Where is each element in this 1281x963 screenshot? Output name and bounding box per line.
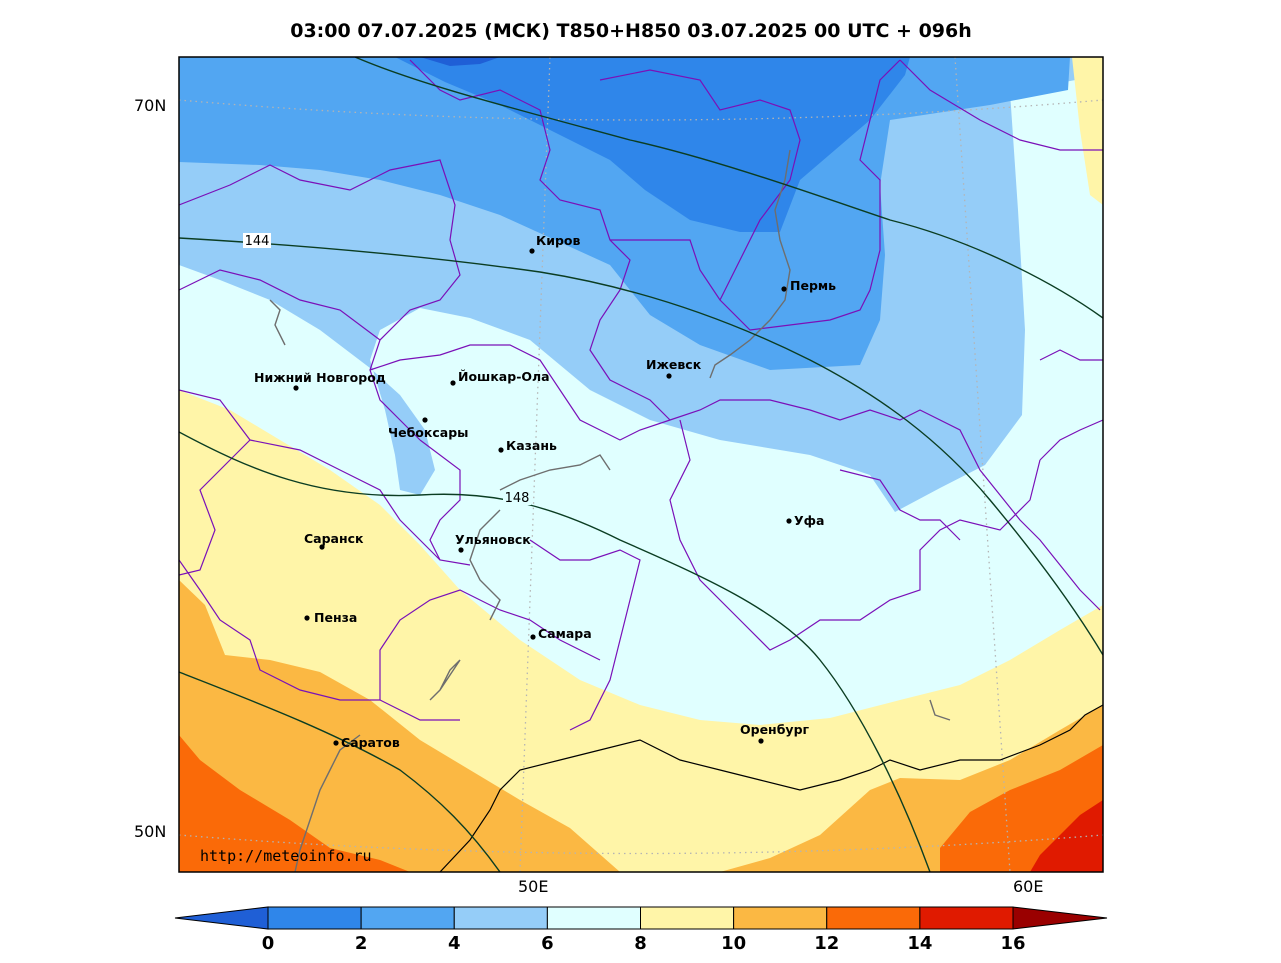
city-label: Нижний Новгород [254,370,386,385]
colorbar-segment [826,906,921,930]
city-dot [304,615,310,621]
watermark-url: http://meteoinfo.ru [200,847,372,865]
city-label: Ижевск [646,357,702,372]
city-dot [666,373,672,379]
contour-label-group: 144 148 [243,233,531,506]
colorbar-tick-label: 12 [814,933,839,954]
city-dot [530,634,536,640]
city-label: Оренбург [740,722,810,737]
colorbar-tick-label: 10 [721,933,746,954]
contour-label-box [503,490,531,505]
colorbar-segment [360,906,455,930]
colorbar-segment [919,906,1014,930]
city-dot [458,547,464,553]
contour-label-144: 144 [245,234,270,249]
colorbar-tick-label: 6 [541,933,554,954]
city-dot [450,380,456,386]
city-dot [758,738,764,744]
contour-label-box [243,233,271,248]
colorbar-tick-label: 14 [907,933,932,954]
colorbar-tick-label: 4 [448,933,461,954]
colorbar-segment [733,906,828,930]
city-dot [319,544,325,550]
city-label: Уфа [794,513,824,528]
colorbar-segment [453,906,548,930]
map-frame [178,56,1104,873]
city-dot [786,518,792,524]
colorbar-tick-label: 2 [355,933,368,954]
lat-label-50n: 50N [134,822,167,841]
rivers [269,149,951,872]
colorbar-extend-high [1012,906,1108,930]
city-label: Саранск [304,531,364,546]
city-label: Киров [536,233,581,248]
city-dot [333,740,339,746]
city-label: Самара [538,626,592,641]
colorbar-extend-low [174,906,269,930]
colorbar-tick-label: 16 [1000,933,1025,954]
colorbar-segment [546,906,641,930]
city-label: Чебоксары [388,425,468,440]
city-dot [422,417,428,423]
graticule [179,57,1103,872]
city-label: Ульяновск [455,532,531,547]
city-markers: Киров Пермь Ижевск Нижний Новгород Йошкар-Ол… [254,233,836,750]
city-label: Пермь [790,278,836,293]
lon-label-50e: 50E [518,877,549,896]
temperature-field [179,57,1103,872]
colorbar-segment [267,906,362,930]
lon-label-60e: 60E [1013,877,1044,896]
state-border [439,704,1103,872]
admin-borders [179,59,1103,731]
city-label: Йошкар-Ола [458,369,550,384]
city-dot [529,248,535,254]
colorbar-tick-label: 0 [262,933,275,954]
lat-label-70n: 70N [134,96,167,115]
city-dot [293,385,299,391]
colorbar-tick-label: 8 [634,933,647,954]
colorbar-segment [640,906,735,930]
contour-label-148: 148 [505,491,530,506]
city-label: Казань [506,438,557,453]
city-dot [781,286,787,292]
city-label: Пенза [314,610,357,625]
city-label: Саратов [341,735,400,750]
map-title: 03:00 07.07.2025 (МСК) T850+H850 03.07.2… [290,20,972,42]
colorbar: 0 2 4 6 8 10 12 14 16 [174,906,1108,954]
height-contours [179,57,1103,872]
city-dot [498,447,504,453]
